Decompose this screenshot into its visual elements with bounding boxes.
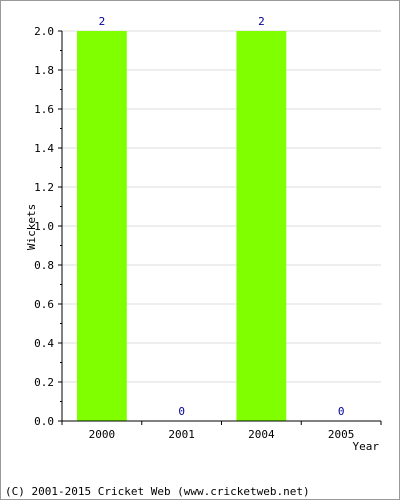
y-tick-label: 1.4 xyxy=(34,142,54,155)
x-tick-label: 2000 xyxy=(89,428,116,441)
y-tick-label: 0.6 xyxy=(34,298,54,311)
y-tick-label: 1.6 xyxy=(34,103,54,116)
x-tick-label: 2005 xyxy=(328,428,355,441)
y-tick-label: 0.8 xyxy=(34,259,54,272)
bar xyxy=(76,31,127,421)
data-label: 2 xyxy=(258,15,265,28)
x-tick-label: 2001 xyxy=(168,428,195,441)
y-tick-label: 1.8 xyxy=(34,64,54,77)
x-tick-labels: 2000 2001 2004 2005 xyxy=(89,428,355,441)
x-axis-title: Year xyxy=(353,440,380,453)
y-tick-label: 2.0 xyxy=(34,25,54,38)
data-label: 0 xyxy=(338,405,345,418)
copyright-footer: (C) 2001-2015 Cricket Web (www.cricketwe… xyxy=(5,485,310,498)
bars xyxy=(76,31,287,421)
y-tick-labels: 0.0 0.2 0.4 0.6 0.8 1.0 1.2 1.4 1.6 1.8 2.0 xyxy=(34,25,54,428)
axes xyxy=(58,30,382,425)
y-axis-title: Wickets xyxy=(25,204,38,250)
bar xyxy=(236,31,287,421)
y-tick-label: 0.4 xyxy=(34,337,54,350)
data-label: 2 xyxy=(99,15,106,28)
data-label: 0 xyxy=(178,405,185,418)
y-tick-label: 1.2 xyxy=(34,181,54,194)
y-tick-label: 0.2 xyxy=(34,376,54,389)
x-tick-label: 2004 xyxy=(248,428,275,441)
y-tick-label: 1.0 xyxy=(34,220,54,233)
y-tick-label: 0.0 xyxy=(34,415,54,428)
